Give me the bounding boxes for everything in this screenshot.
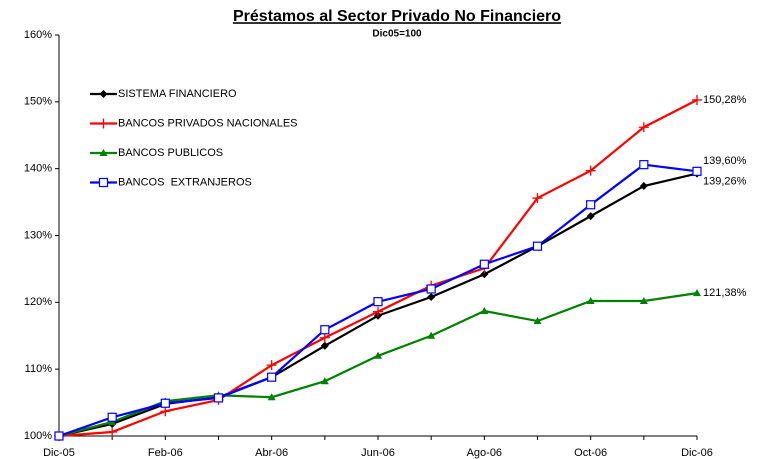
- point-marker: [373, 297, 383, 307]
- legend-marker: [99, 149, 108, 156]
- point-marker: [426, 284, 436, 294]
- value-label: 121,38%: [703, 287, 747, 299]
- y-tick-label: 140%: [24, 163, 52, 175]
- x-tick-label: Feb-06: [148, 447, 183, 459]
- point-marker: [638, 122, 649, 133]
- point-marker: [266, 360, 277, 371]
- chart-subtitle: Dic05=100: [372, 29, 422, 40]
- point-marker: [692, 94, 702, 105]
- point-marker: [373, 306, 383, 317]
- y-tick-label: 160%: [24, 29, 52, 41]
- point-marker: [639, 182, 648, 191]
- legend-label: BANCOS PRIVADOS NACIONALES: [118, 117, 298, 129]
- x-tick-label: Abr-06: [255, 447, 288, 459]
- point-marker: [160, 406, 171, 417]
- y-tick-label: 120%: [24, 296, 52, 308]
- point-marker: [639, 296, 648, 304]
- point-marker: [585, 165, 596, 176]
- point-marker: [213, 393, 224, 403]
- point-marker: [480, 307, 489, 315]
- point-marker: [267, 372, 277, 382]
- y-tick-label: 130%: [24, 229, 52, 241]
- point-marker: [320, 341, 329, 350]
- x-tick-label: Oct-06: [574, 447, 607, 459]
- point-marker: [532, 241, 543, 251]
- y-tick-label: 110%: [25, 363, 53, 375]
- value-label: 139,60%: [703, 155, 747, 167]
- point-marker: [107, 412, 117, 422]
- point-marker: [532, 193, 543, 204]
- point-marker: [319, 332, 330, 343]
- point-marker: [320, 325, 330, 335]
- legend-label: BANCOS PUBLICOS: [118, 147, 223, 159]
- point-marker: [107, 426, 118, 437]
- point-marker: [639, 160, 649, 170]
- point-marker: [479, 259, 489, 269]
- value-label: 150,28%: [703, 94, 747, 106]
- point-marker: [586, 212, 595, 221]
- point-marker: [693, 289, 701, 297]
- legend-label: BANCOS EXTRANJEROS: [118, 176, 252, 188]
- chart-title: Préstamos al Sector Privado No Financier…: [233, 8, 561, 25]
- x-tick-label: Ago-06: [467, 447, 502, 459]
- y-tick-label: 100%: [24, 430, 52, 442]
- point-marker: [374, 351, 382, 359]
- x-tick-label: Jun-06: [361, 447, 395, 459]
- point-marker: [692, 166, 702, 176]
- y-tick-label: 150%: [24, 96, 52, 108]
- legend-label: SISTEMA FINANCIERO: [118, 88, 237, 100]
- point-marker: [480, 270, 489, 279]
- point-marker: [427, 331, 436, 339]
- x-tick-label: Dic-05: [43, 447, 75, 459]
- point-marker: [533, 317, 542, 325]
- legend-marker: [98, 118, 109, 129]
- point-marker: [586, 296, 595, 304]
- point-marker: [267, 393, 276, 401]
- x-tick-label: Dic-06: [681, 447, 713, 459]
- point-marker: [54, 431, 64, 441]
- point-marker: [160, 398, 170, 408]
- legend-marker: [98, 177, 109, 188]
- point-marker: [320, 377, 329, 385]
- point-marker: [586, 200, 596, 210]
- point-marker: [427, 292, 436, 301]
- value-label: 139,26%: [703, 176, 747, 188]
- legend-marker: [99, 90, 108, 98]
